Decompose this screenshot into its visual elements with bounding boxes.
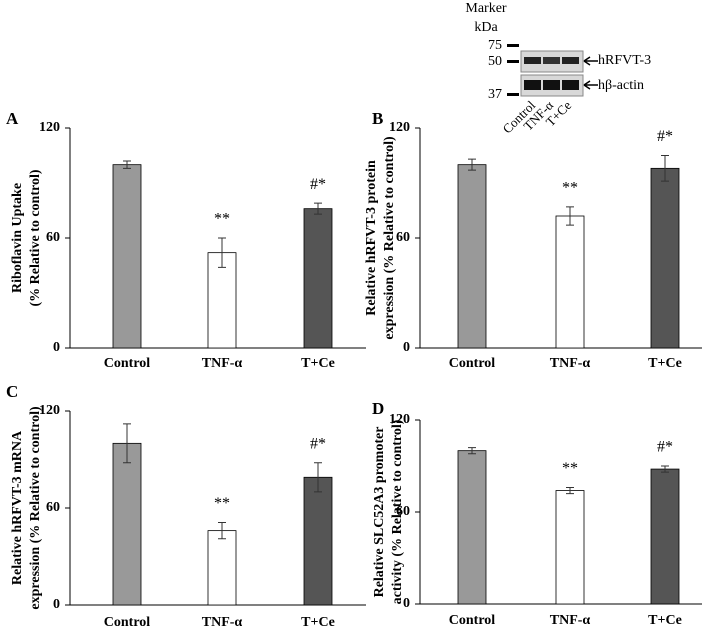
error-bar <box>218 237 226 268</box>
y-tick-label: 0 <box>403 340 410 355</box>
y-tick-label: 0 <box>53 340 60 355</box>
error-bar <box>218 522 226 540</box>
panel-letter: C <box>6 382 18 401</box>
band <box>562 57 579 64</box>
bar <box>555 215 585 349</box>
significance-label: #* <box>657 439 673 456</box>
band-label: hβ-actin <box>598 78 644 93</box>
band-label: hRFVT-3 <box>598 53 651 68</box>
y-tick-label: 60 <box>396 230 410 245</box>
category-label: T+Ce <box>301 615 335 630</box>
bar <box>457 450 487 605</box>
bar <box>112 442 142 606</box>
category-label: T+Ce <box>301 356 335 371</box>
band <box>562 80 579 90</box>
y-axis-label: Relative SLC52A3 promoter <box>372 427 387 598</box>
bar <box>112 164 142 349</box>
y-tick-label: 120 <box>389 120 410 135</box>
error-bar <box>314 202 322 215</box>
error-bar <box>123 160 131 169</box>
blot-size: 75 <box>488 38 502 53</box>
bar <box>555 490 585 605</box>
marker-dash <box>507 44 519 47</box>
blot-unit-label: kDa <box>474 20 498 35</box>
significance-label: ** <box>214 211 230 228</box>
y-tick-label: 120 <box>39 403 60 418</box>
significance-label: ** <box>562 460 578 477</box>
category-label: T+Ce <box>648 613 682 628</box>
error-bar <box>566 486 574 495</box>
y-tick-label: 0 <box>53 597 60 612</box>
y-tick-label: 60 <box>396 504 410 519</box>
category-label: Control <box>449 613 496 628</box>
significance-label: ** <box>562 180 578 197</box>
marker-dash <box>507 60 519 63</box>
bar <box>303 208 333 349</box>
error-bar <box>661 155 669 182</box>
category-label: Control <box>104 356 151 371</box>
marker-dash <box>507 93 519 96</box>
bar <box>650 468 680 605</box>
band <box>524 80 541 90</box>
category-label: TNF-α <box>202 615 243 630</box>
significance-label: #* <box>310 435 326 452</box>
significance-label: ** <box>214 495 230 512</box>
panel-letter: A <box>6 109 19 128</box>
category-label: TNF-α <box>550 613 591 628</box>
blot-marker-label: Marker <box>465 1 507 16</box>
category-label: TNF-α <box>202 356 243 371</box>
blot-size: 50 <box>488 54 502 69</box>
y-axis-label: Riboflavin Uptake <box>10 183 25 293</box>
band <box>543 57 560 64</box>
error-bar <box>123 423 131 464</box>
error-bar <box>661 465 669 473</box>
y-axis-label: Relative hRFVT-3 protein <box>364 160 379 316</box>
y-axis-label: expression (% Relative to control) <box>382 136 397 340</box>
panel-letter: D <box>372 399 384 418</box>
bar <box>457 164 487 349</box>
y-tick-label: 60 <box>46 500 60 515</box>
y-axis-label: (% Relative to control) <box>28 169 43 306</box>
category-label: Control <box>449 356 496 371</box>
bar <box>650 167 680 349</box>
y-tick-label: 60 <box>46 230 60 245</box>
band <box>543 80 560 90</box>
bar <box>207 530 237 606</box>
arrow <box>583 56 598 90</box>
band <box>524 57 541 64</box>
significance-label: #* <box>310 176 326 193</box>
significance-label: #* <box>657 128 673 145</box>
error-bar <box>566 206 574 226</box>
category-label: TNF-α <box>550 356 591 371</box>
category-label: T+Ce <box>648 356 682 371</box>
y-tick-label: 120 <box>39 120 60 135</box>
panel-letter: B <box>372 109 383 128</box>
blot-size: 37 <box>488 87 502 102</box>
bar <box>303 476 333 606</box>
y-axis-label: Relative hRFVT-3 mRNA <box>10 430 25 585</box>
western-blot: Marker kDa 75 50 37 hRFVT-3 hβ-actin Con… <box>465 1 651 136</box>
y-tick-label: 120 <box>389 412 410 427</box>
error-bar <box>468 158 476 171</box>
y-axis-label: activity (% Relative to control) <box>390 419 405 604</box>
category-label: Control <box>104 615 151 630</box>
y-axis-label: expression (% Relative to control) <box>28 406 43 610</box>
error-bar <box>468 447 476 455</box>
bar <box>207 252 237 349</box>
y-tick-label: 0 <box>403 596 410 611</box>
error-bar <box>314 462 322 493</box>
